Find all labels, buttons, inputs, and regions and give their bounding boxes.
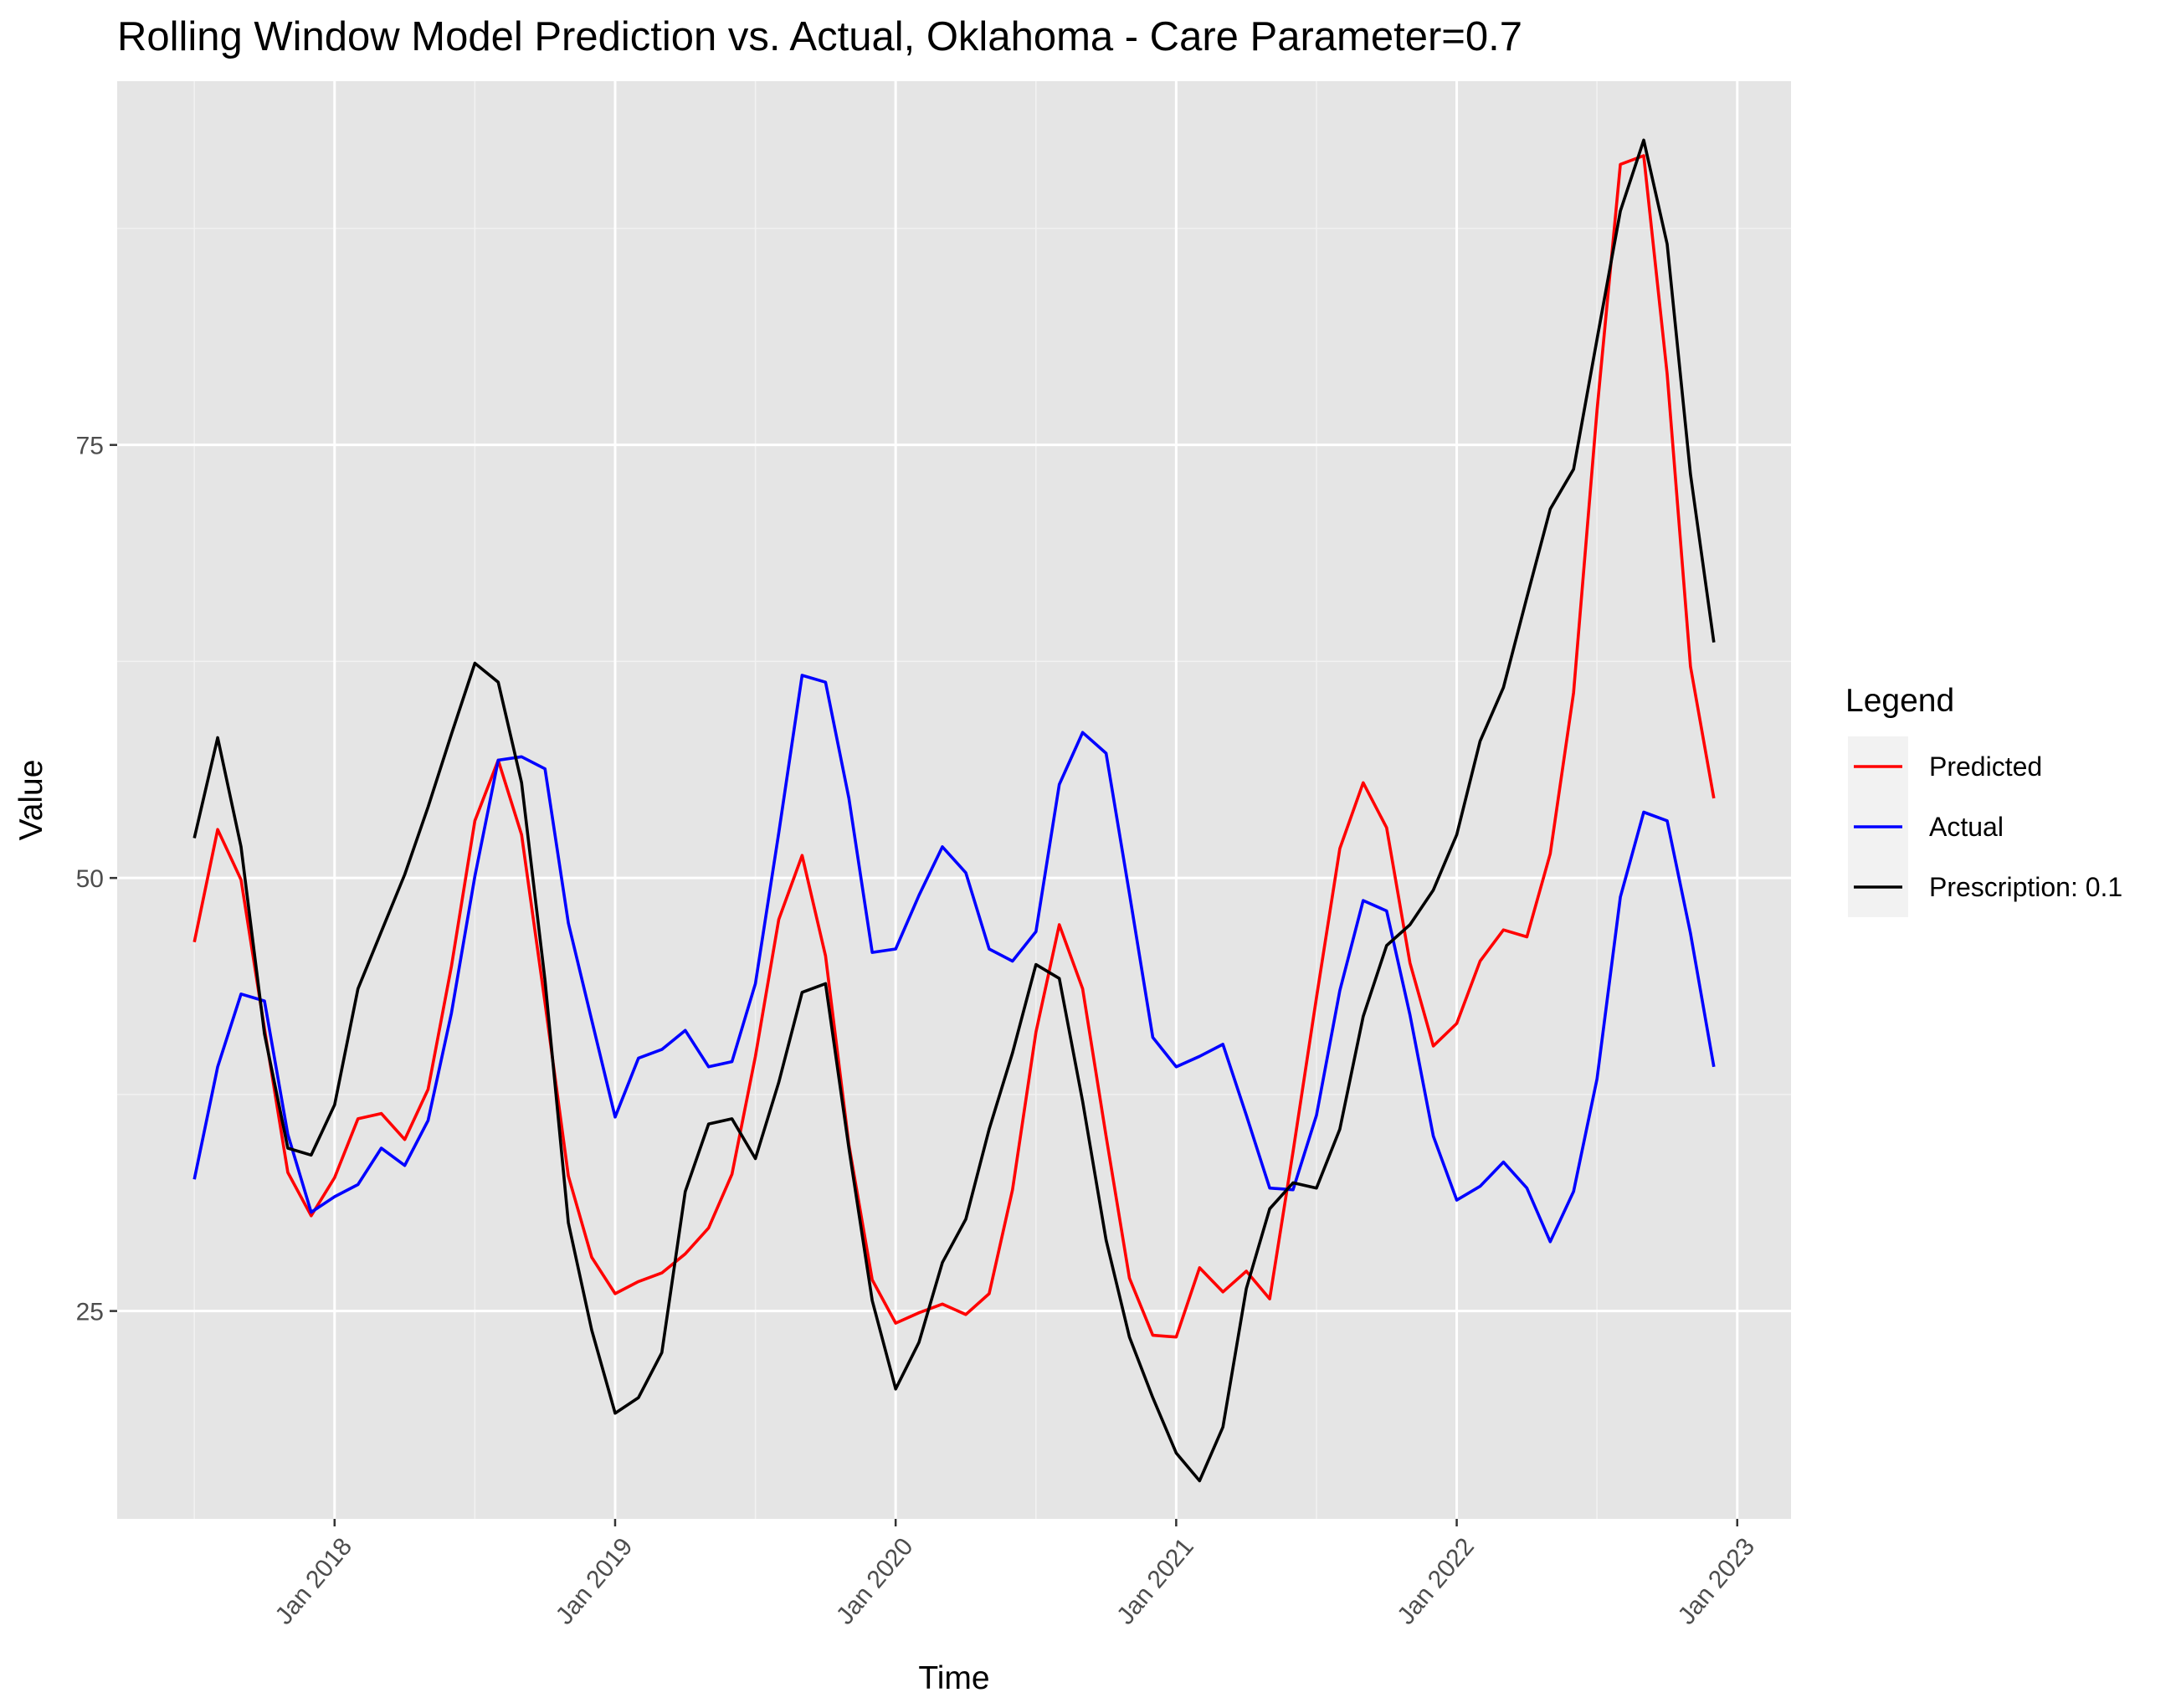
legend: Legend Predicted Actual Prescription: 0.1	[1845, 683, 2122, 917]
x-axis: Jan 2018 Jan 2019 Jan 2020 Jan 2021 Jan 2022…	[270, 1519, 1761, 1630]
y-tick-label: 25	[76, 1299, 104, 1326]
y-axis-label: Value	[13, 760, 49, 841]
series-layer	[192, 138, 1716, 1483]
x-tick-label: Jan 2022	[1392, 1533, 1480, 1630]
series-line-1	[192, 154, 1716, 1339]
legend-label-2: Actual	[1929, 812, 2004, 842]
y-axis: 25 50 75	[76, 433, 117, 1326]
legend-label-1: Predicted	[1929, 751, 2042, 782]
x-tick-label: Jan 2020	[831, 1533, 919, 1630]
series-line-3	[192, 138, 1716, 1483]
x-axis-label: Time	[918, 1660, 989, 1696]
legend-label-3: Prescription: 0.1	[1929, 872, 2122, 902]
plot-panel	[117, 81, 1791, 1519]
x-tick-label: Jan 2021	[1111, 1533, 1199, 1630]
x-tick-label: Jan 2023	[1673, 1533, 1761, 1630]
y-tick-label: 75	[76, 433, 104, 460]
legend-title: Legend	[1845, 683, 1954, 719]
grid-minor	[117, 81, 1791, 1519]
series-line-2	[192, 674, 1716, 1244]
x-tick-label: Jan 2018	[270, 1533, 358, 1630]
legend-items: Predicted Actual Prescription: 0.1	[1854, 751, 2122, 902]
x-tick-label: Jan 2019	[551, 1533, 639, 1630]
grid-major	[117, 81, 1791, 1519]
y-tick-label: 50	[76, 865, 104, 893]
chart-title: Rolling Window Model Prediction vs. Actu…	[117, 14, 1522, 59]
